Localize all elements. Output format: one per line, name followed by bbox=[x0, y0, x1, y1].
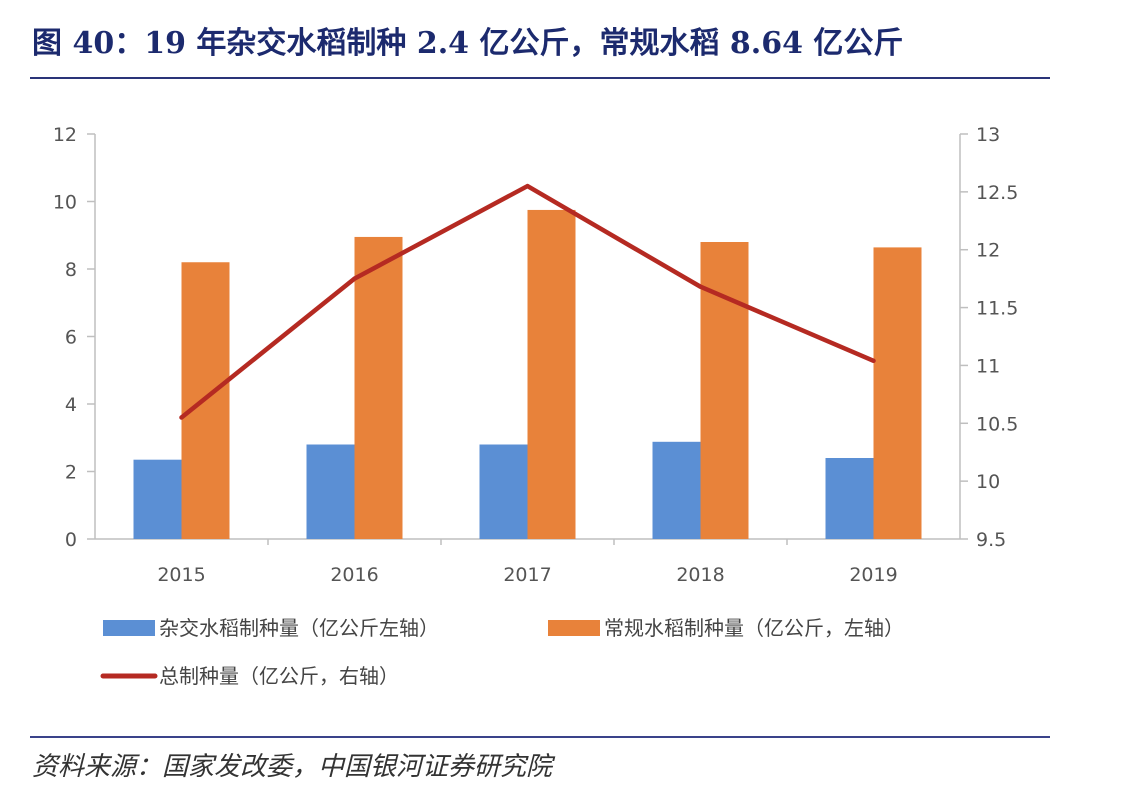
legend-hybrid-label: 杂交水稻制种量（亿公斤左轴） bbox=[159, 616, 439, 640]
left-tick-label: 10 bbox=[53, 192, 77, 214]
right-tick-label: 12 bbox=[976, 240, 1000, 262]
right-tick-label: 10.5 bbox=[976, 413, 1018, 435]
left-tick-label: 4 bbox=[65, 394, 77, 416]
regular-bar-2019 bbox=[873, 247, 922, 539]
hybrid-bar-2017 bbox=[479, 444, 528, 539]
combo-chart: 0 2 4 6 8 10 12 9.5 10 10.5 11 11.5 12 12.5 13 2015 2016… bbox=[53, 124, 1019, 688]
source-note: 资料来源：国家发改委，中国银河证券研究院 bbox=[32, 752, 553, 782]
title-divider bbox=[30, 77, 1050, 79]
regular-bar-2016 bbox=[354, 236, 403, 539]
legend-regular-swatch bbox=[548, 620, 600, 636]
regular-bar-2017 bbox=[527, 209, 576, 539]
hybrid-bar-2015 bbox=[133, 459, 182, 539]
x-tick-label: 2017 bbox=[503, 564, 551, 586]
legend-regular-label: 常规水稻制种量（亿公斤，左轴） bbox=[604, 616, 904, 640]
x-tick-label: 2019 bbox=[849, 564, 897, 586]
left-tick-label: 6 bbox=[65, 327, 77, 349]
source-divider bbox=[30, 736, 1050, 738]
right-tick-label: 13 bbox=[976, 124, 1000, 146]
right-tick-label: 12.5 bbox=[976, 182, 1018, 204]
chart-bars bbox=[133, 209, 922, 539]
total-point-2016 bbox=[352, 276, 357, 281]
total-point-2018 bbox=[698, 284, 703, 289]
total-point-2015 bbox=[179, 415, 184, 420]
left-tick-label: 12 bbox=[53, 124, 77, 146]
right-tick-label: 11.5 bbox=[976, 298, 1018, 320]
x-tick-label: 2016 bbox=[330, 564, 378, 586]
figure-title: 图 40：19 年杂交水稻制种 2.4 亿公斤，常规水稻 8.64 亿公斤 bbox=[32, 26, 904, 61]
total-point-2019 bbox=[871, 358, 876, 363]
left-tick-label: 0 bbox=[65, 529, 77, 551]
hybrid-bar-2019 bbox=[825, 458, 874, 539]
left-tick-label: 2 bbox=[65, 462, 77, 484]
legend-hybrid-swatch bbox=[103, 620, 155, 636]
right-tick-label: 9.5 bbox=[976, 529, 1006, 551]
x-tick-label: 2018 bbox=[676, 564, 724, 586]
right-tick-label: 11 bbox=[976, 355, 1000, 377]
left-tick-label: 8 bbox=[65, 259, 77, 281]
regular-bar-2018 bbox=[700, 242, 749, 539]
hybrid-bar-2016 bbox=[306, 444, 355, 539]
chart-line-series bbox=[179, 183, 876, 420]
x-tick-label: 2015 bbox=[157, 564, 205, 586]
right-tick-label: 10 bbox=[976, 471, 1000, 493]
chart-labels: 0 2 4 6 8 10 12 9.5 10 10.5 11 11.5 12 12.5 13 2015 2016… bbox=[53, 124, 1019, 586]
hybrid-bar-2018 bbox=[652, 441, 701, 539]
total-point-2017 bbox=[525, 184, 530, 189]
legend-total-label: 总制种量（亿公斤，右轴） bbox=[159, 664, 399, 688]
chart-legend: 杂交水稻制种量（亿公斤左轴） 常规水稻制种量（亿公斤，左轴） 总制种量（亿公斤，右轴… bbox=[100, 616, 904, 688]
